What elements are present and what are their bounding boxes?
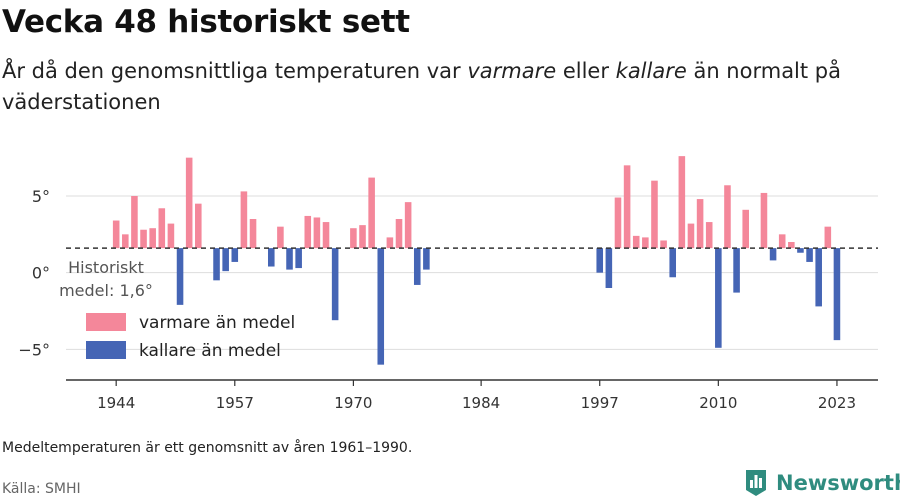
bar-colder xyxy=(769,248,777,261)
bar-warmer xyxy=(395,219,403,249)
subtitle-emphasis-colder: kallare xyxy=(615,59,687,83)
bar-colder xyxy=(833,248,841,341)
footnote: Medeltemperaturen är ett genomsnitt av å… xyxy=(2,440,413,456)
bar-warmer xyxy=(760,192,768,249)
bar-warmer xyxy=(632,235,640,249)
bar-warmer xyxy=(249,219,257,249)
bar-colder xyxy=(231,248,239,262)
legend-swatch-colder xyxy=(86,341,126,359)
bar-warmer xyxy=(724,185,731,249)
bar-warmer xyxy=(195,203,202,249)
subtitle-emphasis-warmer: varmare xyxy=(467,59,557,83)
bar-colder xyxy=(669,248,677,278)
x-tick-label: 2010 xyxy=(699,394,737,412)
bar-colder xyxy=(815,248,822,307)
bar-warmer xyxy=(386,237,394,249)
bar-warmer xyxy=(304,215,312,249)
y-tick-label: 0° xyxy=(32,264,50,283)
bar-warmer xyxy=(687,223,695,249)
bar-warmer xyxy=(277,226,284,249)
y-gridlines xyxy=(66,195,878,350)
bar-colder xyxy=(733,248,740,293)
bar-colder xyxy=(331,248,339,321)
bar-colder xyxy=(797,248,804,253)
bar-warmer xyxy=(614,197,622,249)
y-tick-label: −5° xyxy=(18,340,50,359)
historical-average-label-line2: medel: 1,6° xyxy=(59,281,153,300)
subtitle-text: eller xyxy=(556,59,616,83)
bar-colder xyxy=(222,248,229,272)
bar-warmer xyxy=(185,157,193,249)
x-tick-label: 2023 xyxy=(818,394,856,412)
bar-warmer xyxy=(140,229,147,249)
bar-colder xyxy=(176,248,184,305)
bar-warmer xyxy=(660,240,667,249)
source-credit: Källa: SMHI xyxy=(2,481,81,497)
bar-colder xyxy=(377,248,385,365)
bar-warmer xyxy=(359,225,366,249)
legend-label-warmer: varmare än medel xyxy=(139,313,295,333)
bar-warmer xyxy=(313,217,321,249)
brand-name: Newsworthy xyxy=(776,471,900,495)
bar-colder xyxy=(806,248,813,262)
x-tick-label: 1970 xyxy=(334,394,372,412)
bar-warmer xyxy=(112,220,120,249)
y-axis-tick-labels: 5° 0° −5° xyxy=(18,187,50,359)
historical-average-label: Historiskt medel: 1,6° xyxy=(59,258,153,300)
bar-warmer xyxy=(651,180,658,249)
bar-warmer xyxy=(623,165,631,249)
subtitle-text: År då den genomsnittliga temperaturen va… xyxy=(2,59,468,83)
x-tick-label: 1984 xyxy=(462,394,500,412)
bar-warmer xyxy=(824,226,832,249)
bar-chart-logo-icon xyxy=(746,470,766,496)
bar-warmer xyxy=(149,228,156,249)
bar-warmer xyxy=(167,223,175,249)
bar-warmer xyxy=(705,222,713,249)
bar-colder xyxy=(423,248,430,270)
brand-logo: Newsworthy xyxy=(744,468,900,498)
x-tick-label: 1997 xyxy=(581,394,619,412)
historical-average-label-line1: Historiskt xyxy=(68,258,144,277)
bar-warmer xyxy=(158,208,166,249)
temperature-bar-chart: 5°0°−5° Historiskt medel: 1,6° 1944 1957 1… xyxy=(18,156,878,412)
bar-warmer xyxy=(240,191,248,249)
bars xyxy=(112,156,841,365)
bar-warmer xyxy=(122,234,129,249)
bar-colder xyxy=(286,248,293,270)
bar-colder xyxy=(413,248,421,285)
bar-warmer xyxy=(696,199,704,249)
x-tick-label: 1944 xyxy=(97,394,135,412)
legend-swatch-warmer xyxy=(86,313,126,331)
legend: varmare än medel kallare än medel xyxy=(86,313,295,361)
bar-warmer xyxy=(678,156,686,249)
bar-warmer xyxy=(322,222,330,249)
bar-warmer xyxy=(368,177,375,249)
chart-subtitle: År då den genomsnittliga temperaturen va… xyxy=(2,56,862,118)
bar-colder xyxy=(213,248,220,281)
x-tick-label: 1957 xyxy=(216,394,254,412)
subtitle-text: än normalt på väderstationen xyxy=(2,59,841,114)
bar-colder xyxy=(267,248,275,267)
bar-warmer xyxy=(788,242,795,249)
bar-colder xyxy=(596,248,604,273)
bar-warmer xyxy=(404,202,412,249)
bar-warmer xyxy=(778,234,786,249)
chart-title: Vecka 48 historiskt sett xyxy=(2,4,410,40)
bar-colder xyxy=(605,248,613,288)
bar-colder xyxy=(295,248,302,269)
legend-label-colder: kallare än medel xyxy=(139,341,281,361)
x-axis-ticks: 1944 1957 1970 1984 1997 2010 2023 xyxy=(97,380,856,412)
bar-colder xyxy=(715,248,722,348)
bar-warmer xyxy=(742,209,749,249)
bar-warmer xyxy=(131,196,138,249)
bar-warmer xyxy=(642,237,649,249)
bar-warmer xyxy=(350,228,357,249)
y-tick-label: 5° xyxy=(32,187,50,206)
